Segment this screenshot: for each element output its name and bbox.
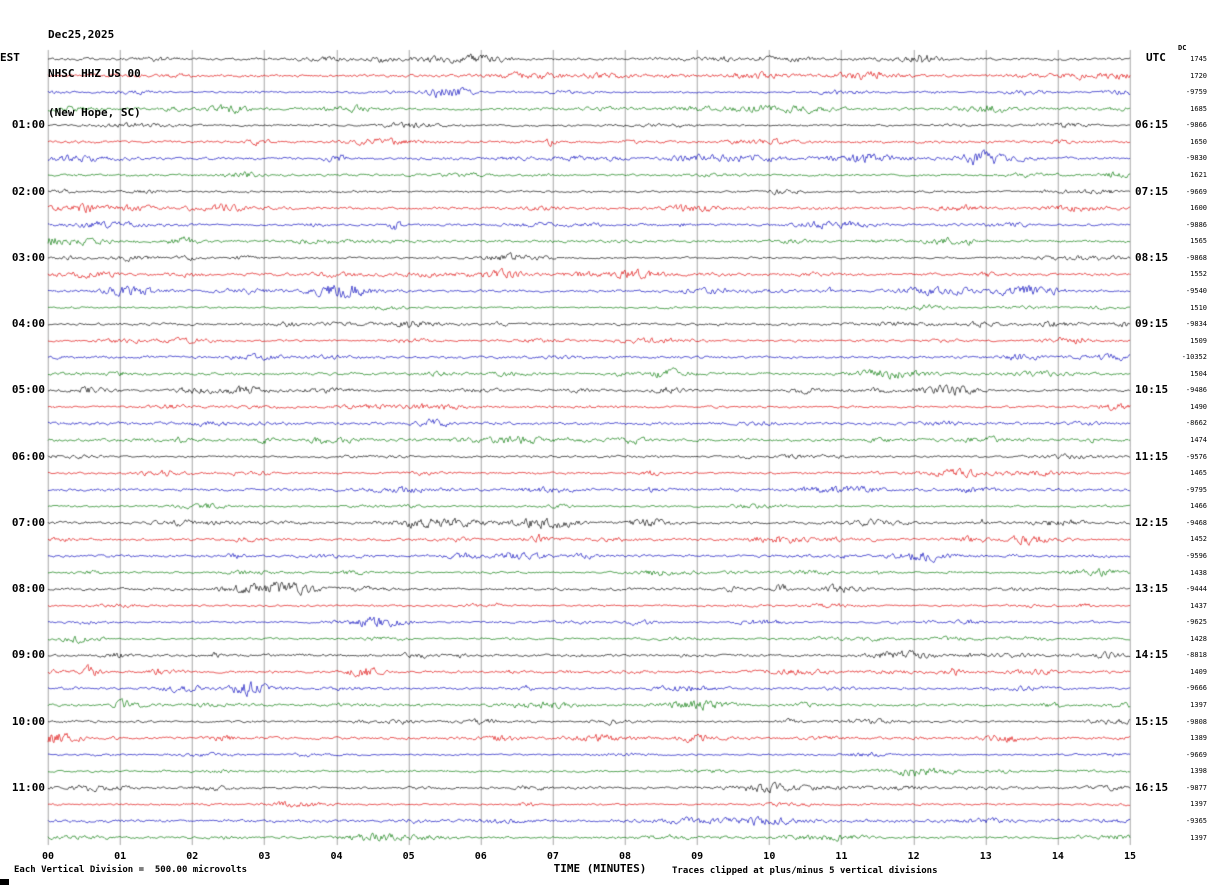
right-hour-label: 13:15 [1135,582,1169,596]
dc-offset-value: 1650 [1190,137,1207,146]
x-tick-label: 05 [402,851,415,862]
station-line: NHSC HHZ US 00 [48,67,141,80]
right-hour-label: 11:15 [1135,449,1169,463]
x-tick-label: 03 [258,851,271,862]
right-hour-label: 10:15 [1135,383,1169,397]
dc-offset-value: 1409 [1190,667,1207,676]
dc-offset-value: 1720 [1190,71,1207,80]
dc-offset-value: -9868 [1185,253,1207,262]
x-tick-label: 09 [691,851,704,862]
clip-note: Traces clipped at plus/minus 5 vertical … [672,866,938,876]
location-line: (New Hope, SC) [48,106,141,119]
x-axis-label: TIME (MINUTES) [553,862,647,875]
x-tick-label: 07 [546,851,559,862]
dc-offset-value: -9540 [1185,286,1207,295]
dc-column-header: DC [1178,44,1187,52]
left-hour-label: 05:00 [11,383,45,397]
dc-offset-value: 1437 [1190,601,1207,610]
dc-offset-value: -9886 [1185,220,1207,229]
x-tick-label: 12 [907,851,920,862]
x-tick-label: 14 [1051,851,1064,862]
dc-offset-value: 1397 [1190,833,1207,842]
dc-offset-value: -9834 [1185,320,1207,329]
dc-offset-value: 1465 [1190,469,1207,478]
dc-offset-value: -9877 [1185,783,1207,792]
left-hour-label: 08:00 [11,582,45,596]
dc-offset-value: -9444 [1185,585,1207,594]
right-hour-label: 06:15 [1135,118,1169,132]
dc-offset-value: 1685 [1190,104,1207,113]
dc-offset-value: 1510 [1190,303,1207,312]
dc-offset-value: 1745 [1190,55,1207,64]
plot-header: Dec25,2025 NHSC HHZ US 00 (New Hope, SC) [48,2,141,145]
dc-offset-value: -9808 [1185,717,1207,726]
left-hour-label: 10:00 [11,714,45,728]
dc-offset-value: 1509 [1190,336,1207,345]
dc-offset-value: -9830 [1185,154,1207,163]
right-hour-label: 09:15 [1135,317,1169,331]
dc-offset-value: 1438 [1190,568,1207,577]
x-tick-label: 01 [114,851,127,862]
x-tick-label: 13 [979,851,992,862]
right-hour-label: 16:15 [1135,780,1169,794]
left-hour-label: 07:00 [11,515,45,529]
x-tick-label: 11 [835,851,848,862]
right-axis-title: UTC [1146,51,1166,64]
x-tick-label: 10 [763,851,776,862]
dc-offset-value: 1452 [1190,535,1207,544]
dc-offset-value: -9669 [1185,750,1207,759]
dc-offset-value: 1474 [1190,436,1207,445]
left-hour-label: 06:00 [11,449,45,463]
left-hour-label: 01:00 [11,118,45,132]
dc-offset-value: -8818 [1185,651,1207,660]
scale-note: Each Vertical Division = 500.00 microvol… [14,865,247,875]
dc-offset-value: 1621 [1190,171,1207,180]
x-tick-label: 04 [330,851,343,862]
dc-offset-value: -9468 [1185,518,1207,527]
x-tick-label: 06 [474,851,487,862]
dc-offset-value: -9759 [1185,88,1207,97]
dc-offset-value: -9486 [1185,386,1207,395]
left-hour-label: 11:00 [11,780,45,794]
dc-offset-value: 1428 [1190,634,1207,643]
right-hour-label: 12:15 [1135,515,1169,529]
dc-offset-value: 1552 [1190,270,1207,279]
dc-offset-value: -8662 [1185,419,1207,428]
dc-offset-value: -9666 [1185,684,1207,693]
right-hour-label: 07:15 [1135,184,1169,198]
x-tick-label: 00 [41,851,55,862]
dc-offset-value: 1466 [1190,502,1207,511]
left-hour-label: 04:00 [11,317,45,331]
dc-offset-value: -9795 [1185,485,1207,494]
left-axis-title: EST [0,51,20,64]
dc-offset-value: -9866 [1185,121,1207,130]
dc-offset-value: -9596 [1185,551,1207,560]
dc-offset-value: 1397 [1190,800,1207,809]
dc-offset-value: 1398 [1190,767,1207,776]
x-tick-label: 08 [619,851,632,862]
dc-offset-value: 1389 [1190,734,1207,743]
dc-offset-value: 1490 [1190,402,1207,411]
dc-offset-value: -9576 [1185,452,1207,461]
dc-offset-value: 1397 [1190,701,1207,710]
dc-offset-value: -10352 [1181,353,1207,362]
right-hour-label: 14:15 [1135,648,1169,662]
dc-offset-value: 1504 [1190,369,1207,378]
dc-offset-value: -9669 [1185,187,1207,196]
dc-offset-value: 1600 [1190,204,1207,213]
x-tick-label: 15 [1123,851,1137,862]
x-tick-label: 02 [186,851,199,862]
left-hour-label: 09:00 [11,648,45,662]
left-hour-label: 02:00 [11,184,45,198]
right-hour-label: 15:15 [1135,714,1169,728]
dc-offset-value: -9625 [1185,618,1207,627]
dc-offset-value: -9365 [1185,816,1207,825]
dc-offset-value: 1565 [1190,237,1207,246]
corner-mark-icon [0,879,9,885]
right-hour-label: 08:15 [1135,250,1169,264]
left-hour-label: 03:00 [11,250,45,264]
date-line: Dec25,2025 [48,28,115,41]
